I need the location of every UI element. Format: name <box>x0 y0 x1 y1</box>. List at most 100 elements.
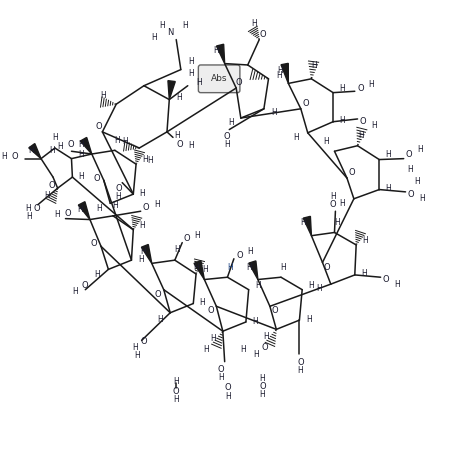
Polygon shape <box>249 261 258 279</box>
Text: H: H <box>330 192 336 201</box>
Text: H: H <box>143 155 148 164</box>
Text: H: H <box>339 199 345 208</box>
Text: H: H <box>141 248 146 257</box>
Text: H: H <box>394 279 400 288</box>
Text: H: H <box>140 220 145 229</box>
Text: O: O <box>324 264 330 272</box>
Text: O: O <box>260 30 266 40</box>
Text: H: H <box>101 91 106 100</box>
Text: O: O <box>225 384 231 393</box>
Text: H: H <box>227 263 233 272</box>
Polygon shape <box>80 138 92 154</box>
Text: O: O <box>207 307 214 316</box>
Text: O: O <box>330 200 336 209</box>
Polygon shape <box>168 80 175 99</box>
Polygon shape <box>78 202 90 219</box>
Text: H: H <box>247 264 253 272</box>
Text: H: H <box>339 83 345 92</box>
Text: O: O <box>155 290 162 299</box>
Text: H: H <box>276 70 281 79</box>
Text: H: H <box>297 366 303 375</box>
Text: H: H <box>363 236 368 245</box>
Text: H: H <box>419 194 425 203</box>
Text: O: O <box>236 250 243 259</box>
Text: O: O <box>408 189 414 198</box>
Text: H: H <box>174 131 180 140</box>
Text: H: H <box>255 280 261 289</box>
Text: H: H <box>140 189 145 198</box>
Text: H: H <box>174 246 180 255</box>
Text: H: H <box>263 332 269 341</box>
Text: H: H <box>188 69 194 78</box>
Text: H: H <box>253 350 259 359</box>
Text: H: H <box>96 204 102 213</box>
Text: O: O <box>67 140 74 149</box>
Text: H: H <box>116 192 122 201</box>
Polygon shape <box>141 245 152 263</box>
Text: O: O <box>224 132 230 141</box>
Text: H: H <box>25 204 30 213</box>
Text: O: O <box>96 122 102 131</box>
Text: H: H <box>114 136 120 145</box>
Text: H: H <box>306 315 312 324</box>
Text: H: H <box>173 377 179 387</box>
Polygon shape <box>194 261 205 279</box>
Text: H: H <box>57 142 63 151</box>
Text: H: H <box>132 343 137 352</box>
Text: H: H <box>225 392 231 401</box>
Text: H: H <box>183 21 188 30</box>
Text: H: H <box>45 190 50 199</box>
Text: H: H <box>151 33 157 42</box>
Text: H: H <box>79 172 84 181</box>
Text: H: H <box>271 108 277 117</box>
Text: O: O <box>49 181 55 190</box>
Text: H: H <box>213 46 219 55</box>
Text: O: O <box>141 337 147 346</box>
Text: O: O <box>271 307 278 316</box>
Text: H: H <box>55 209 60 218</box>
Text: H: H <box>407 165 413 174</box>
Text: H: H <box>247 248 253 257</box>
Text: H: H <box>385 150 391 159</box>
Text: H: H <box>252 317 258 326</box>
Text: H: H <box>173 395 179 404</box>
Text: O: O <box>115 184 122 193</box>
Text: H: H <box>189 141 194 150</box>
Text: H: H <box>199 298 206 307</box>
Text: H: H <box>385 184 391 193</box>
Text: H: H <box>188 57 194 66</box>
Text: H: H <box>300 218 306 227</box>
Text: H: H <box>358 131 364 140</box>
Text: H: H <box>202 265 208 274</box>
Text: H: H <box>72 288 78 297</box>
Text: O: O <box>218 366 224 375</box>
Text: O: O <box>262 343 268 352</box>
Text: O: O <box>34 204 40 213</box>
Text: H: H <box>49 146 55 155</box>
Text: O: O <box>383 275 390 284</box>
Text: H: H <box>28 146 34 155</box>
Text: O: O <box>348 168 355 177</box>
Text: H: H <box>2 152 7 161</box>
Text: N: N <box>167 28 174 37</box>
Text: O: O <box>360 117 366 126</box>
Text: O: O <box>64 208 71 218</box>
Polygon shape <box>281 63 288 83</box>
Text: O: O <box>173 387 179 396</box>
Text: H: H <box>228 118 233 127</box>
Text: H: H <box>417 145 423 154</box>
Text: H: H <box>177 93 182 102</box>
Polygon shape <box>217 44 225 64</box>
Text: H: H <box>293 133 299 142</box>
Text: H: H <box>251 19 257 28</box>
Text: H: H <box>27 212 32 221</box>
Text: H: H <box>371 121 377 130</box>
Text: O: O <box>357 84 363 93</box>
Text: O: O <box>406 149 412 159</box>
Text: H: H <box>154 200 160 209</box>
FancyBboxPatch shape <box>199 65 240 93</box>
Text: H: H <box>277 66 283 75</box>
Text: H: H <box>316 284 322 293</box>
Text: H: H <box>193 264 199 272</box>
Text: H: H <box>203 345 209 354</box>
